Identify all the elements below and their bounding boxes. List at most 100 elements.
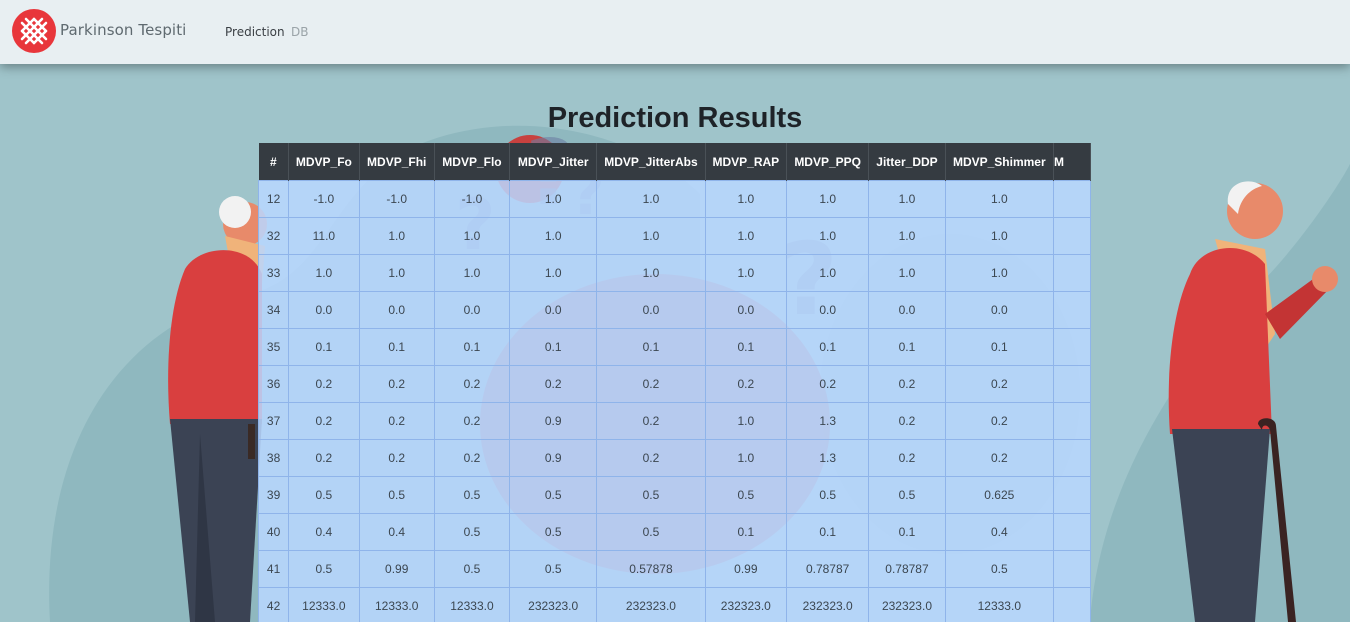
table-cell: 1.0: [704, 217, 788, 255]
table-cell: 0.2: [868, 365, 946, 403]
column-header: MDVP_Jitter: [509, 143, 598, 181]
column-header: MDVP_Flo: [434, 143, 511, 181]
column-header: #: [258, 143, 290, 181]
table-cell: 0.2: [288, 402, 360, 440]
table-cell: 0.2: [704, 365, 788, 403]
table-cell: [1052, 365, 1091, 403]
row-index-cell: 36: [258, 365, 290, 403]
table-cell: 11.0: [288, 217, 360, 255]
table-body: 12 -1.0 -1.0 -1.0 1.0 1.0 1.0 1.0 1.0 1.0 32 11.0 1.…: [258, 180, 1091, 622]
row-index-cell: 41: [258, 550, 290, 588]
column-header: MDVP_Fo: [288, 143, 360, 181]
brand-logo-icon[interactable]: [12, 9, 56, 53]
table-cell: 0.2: [509, 365, 598, 403]
table-cell: 12333.0: [358, 587, 435, 622]
table-cell: 0.2: [596, 365, 706, 403]
table-cell: 0.0: [786, 291, 870, 329]
table-cell: 0.9: [509, 402, 598, 440]
table-cell: 0.2: [596, 439, 706, 477]
table-cell: 0.0: [358, 291, 435, 329]
table-cell: 0.1: [786, 513, 870, 551]
table-cell: 232323.0: [509, 587, 598, 622]
table-cell: 1.0: [704, 439, 788, 477]
table-cell: 0.1: [868, 513, 946, 551]
table-cell: 1.3: [786, 439, 870, 477]
nav-prediction-link[interactable]: Prediction: [225, 25, 285, 39]
nav-db-link[interactable]: DB: [291, 25, 309, 39]
row-index-cell: 37: [258, 402, 290, 440]
table-cell: 0.625: [944, 476, 1054, 514]
table-cell: 0.78787: [868, 550, 946, 588]
table-cell: 0.1: [288, 328, 360, 366]
table-cell: 1.0: [509, 254, 598, 292]
table-cell: 232323.0: [786, 587, 870, 622]
table-cell: 1.0: [786, 217, 870, 255]
table-cell: [1052, 439, 1091, 477]
table-cell: [1052, 217, 1091, 255]
table-cell: 0.2: [358, 402, 435, 440]
table-cell: [1052, 550, 1091, 588]
brand-name[interactable]: Parkinson Tespiti: [60, 21, 187, 39]
table-cell: 1.0: [786, 180, 870, 218]
table-cell: 0.5: [509, 513, 598, 551]
table-row: 34 0.0 0.0 0.0 0.0 0.0 0.0 0.0 0.0 0.0: [258, 291, 1091, 329]
row-index-cell: 39: [258, 476, 290, 514]
table-cell: 1.0: [596, 217, 706, 255]
table-cell: [1052, 587, 1091, 622]
table-row: 42 12333.0 12333.0 12333.0 232323.0 232323.0 2…: [258, 587, 1091, 622]
table-cell: 1.0: [596, 180, 706, 218]
table-cell: [1052, 180, 1091, 218]
table-cell: 1.0: [868, 180, 946, 218]
table-cell: 1.3: [786, 402, 870, 440]
table-cell: [1052, 328, 1091, 366]
table-cell: 12333.0: [288, 587, 360, 622]
table-row: 38 0.2 0.2 0.2 0.9 0.2 1.0 1.3 0.2 0.2: [258, 439, 1091, 477]
table-cell: 0.2: [868, 402, 946, 440]
table-cell: 1.0: [433, 254, 511, 292]
table-cell: 0.5: [509, 550, 598, 588]
table-cell: 232323.0: [868, 587, 946, 622]
table-cell: 0.2: [433, 439, 511, 477]
table-cell: 0.5: [509, 476, 598, 514]
table-cell: 1.0: [786, 254, 870, 292]
table-cell: 0.2: [868, 439, 946, 477]
table-cell: -1.0: [288, 180, 360, 218]
table-cell: 0.0: [944, 291, 1054, 329]
table-cell: 0.2: [596, 402, 706, 440]
table-cell: 12333.0: [944, 587, 1054, 622]
table-cell: 0.4: [358, 513, 435, 551]
table-row: 37 0.2 0.2 0.2 0.9 0.2 1.0 1.3 0.2 0.2: [258, 402, 1091, 440]
table-cell: 1.0: [433, 217, 511, 255]
table-cell: 0.57878: [596, 550, 706, 588]
table-cell: 0.5: [596, 476, 706, 514]
table-cell: 0.5: [358, 476, 435, 514]
table-row: 39 0.5 0.5 0.5 0.5 0.5 0.5 0.5 0.5 0.625: [258, 476, 1091, 514]
row-index-cell: 32: [258, 217, 290, 255]
table-cell: 0.0: [433, 291, 511, 329]
table-cell: 1.0: [596, 254, 706, 292]
table-cell: 1.0: [509, 217, 598, 255]
table-cell: 0.1: [704, 328, 788, 366]
row-index-cell: 33: [258, 254, 290, 292]
table-cell: 0.2: [944, 402, 1054, 440]
table-cell: 0.9: [509, 439, 598, 477]
table-cell: 1.0: [944, 254, 1054, 292]
table-row: 40 0.4 0.4 0.5 0.5 0.5 0.1 0.1 0.1 0.4: [258, 513, 1091, 551]
table-cell: 1.0: [868, 217, 946, 255]
table-cell: 0.5: [288, 550, 360, 588]
results-table-container[interactable]: # MDVP_Fo MDVP_Fhi MDVP_Flo MDVP_Jitter MDVP_…: [258, 143, 1091, 622]
table-cell: 0.5: [868, 476, 946, 514]
table-cell: 232323.0: [596, 587, 706, 622]
table-cell: 0.1: [596, 328, 706, 366]
table-cell: 0.0: [868, 291, 946, 329]
table-cell: 0.2: [288, 439, 360, 477]
table-cell: 0.2: [944, 365, 1054, 403]
table-cell: 1.0: [704, 402, 788, 440]
table-cell: 1.0: [704, 254, 788, 292]
table-cell: 0.4: [944, 513, 1054, 551]
column-header: MDVP_Shimmer: [945, 143, 1054, 181]
table-cell: 1.0: [288, 254, 360, 292]
table-row: 35 0.1 0.1 0.1 0.1 0.1 0.1 0.1 0.1 0.1: [258, 328, 1091, 366]
table-cell: 0.5: [786, 476, 870, 514]
table-cell: 0.0: [704, 291, 788, 329]
